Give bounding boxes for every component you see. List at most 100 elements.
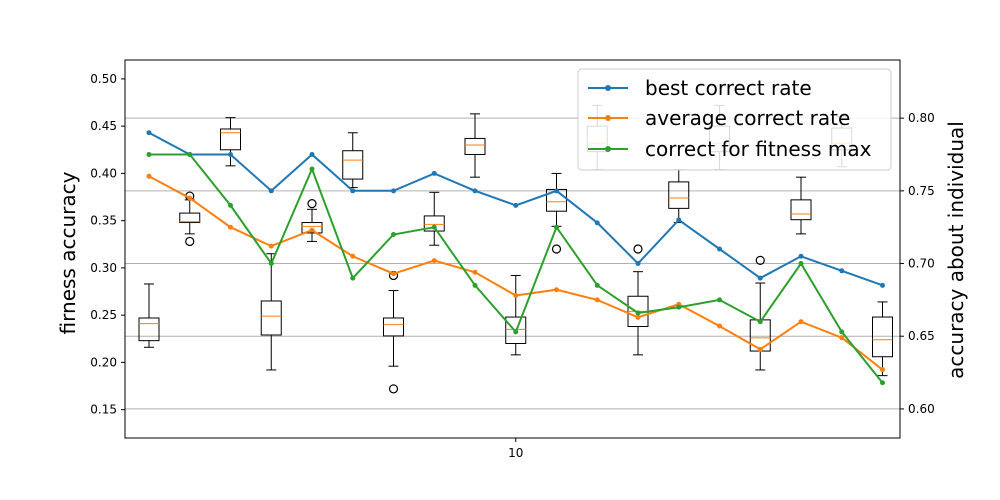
series-point [880,282,885,288]
box-plot [260,253,282,371]
right-tick-label: 0.80 [908,111,935,125]
series-best-correct-rate [146,130,885,288]
box-body [301,222,323,234]
left-tick-label: 0.40 [90,166,117,180]
series-point [798,253,804,259]
series-point [880,380,885,386]
right-axis-ticks: 0.60 0.65 0.70 0.75 0.80 [900,111,935,416]
box-body [260,300,282,336]
series-point [798,261,804,267]
left-tick-label: 0.15 [90,403,117,417]
series-point [513,329,519,335]
series-point [635,261,641,267]
legend-label-best: best correct rate [645,76,812,100]
box-plot [872,301,893,377]
legend: best correct rate average correct rate c… [577,68,892,171]
left-tick-label: 0.35 [90,214,117,228]
box-plot [668,169,690,224]
right-tick-label: 0.60 [908,402,935,416]
box-body [423,215,445,232]
series-point [717,246,722,252]
box-flier [307,199,317,209]
series-point [391,231,396,237]
series-point [391,188,396,194]
box-flier [755,255,765,265]
series-point [187,195,193,201]
series-point [391,271,396,277]
series-point [431,258,437,264]
x-tick-label: 10 [508,446,523,460]
box-body [872,316,893,358]
series-point [594,282,600,288]
legend-frame [577,68,892,171]
series-point [268,243,274,249]
legend-label-fitness-max: correct for fitness max [645,137,872,161]
series-point [309,227,315,233]
box-flier [388,384,399,394]
legend-entry-best: best correct rate [588,76,812,100]
series-point [472,188,478,194]
box-body [464,137,486,155]
series-point [839,335,845,341]
series-point [472,269,478,275]
box-flier [633,244,643,254]
series-point [635,310,641,316]
series-point [350,188,356,194]
box-plot [423,191,445,246]
line-series [146,130,885,386]
left-tick-label: 0.20 [90,355,117,369]
series-point [839,268,845,274]
box-body [138,317,160,342]
box-body [342,150,364,180]
series-point [228,152,233,157]
series-point [798,319,804,325]
box-body [668,181,690,209]
series-point [717,323,722,329]
series-point [187,152,193,157]
series-point [228,224,233,230]
series-point [717,297,722,303]
series-point [554,188,559,194]
series-average-correct-rate [146,173,885,373]
legend-entry-average: average correct rate [588,106,850,130]
series-point [554,224,559,230]
series-point [880,367,885,373]
box-plot [138,283,160,348]
box-plot [383,270,404,394]
series-point [309,152,315,157]
box-body [220,128,241,151]
series-point [594,220,600,226]
series-point [513,202,519,208]
series-point [757,275,763,281]
legend-label-average: average correct rate [645,106,850,130]
right-tick-label: 0.65 [908,329,935,343]
box-plot [546,172,567,254]
left-tick-label: 0.45 [90,119,117,133]
right-tick-label: 0.70 [908,257,935,271]
series-point [309,166,315,172]
left-tick-label: 0.50 [90,72,117,86]
series-point [594,297,600,303]
series-correct-for-fitness-max [146,152,885,386]
box-body [505,316,527,345]
series-point [268,261,274,267]
box-body [790,199,812,221]
left-tick-label: 0.30 [90,261,117,275]
box-flier [551,244,562,254]
right-tick-label: 0.75 [908,184,935,198]
plot-frame [124,59,901,439]
series-point [472,282,478,288]
series-point [676,217,682,223]
box-flier [185,236,195,247]
box-plot [790,176,812,235]
grid-lines [125,117,900,410]
box-plot [301,199,323,242]
series-point [513,293,519,299]
series-point [757,319,763,325]
left-tick-label: 0.25 [90,308,117,322]
series-point [146,173,152,179]
left-axis-title: firness accuracy [56,171,80,334]
box-plot [220,117,241,167]
series-point [431,170,437,176]
